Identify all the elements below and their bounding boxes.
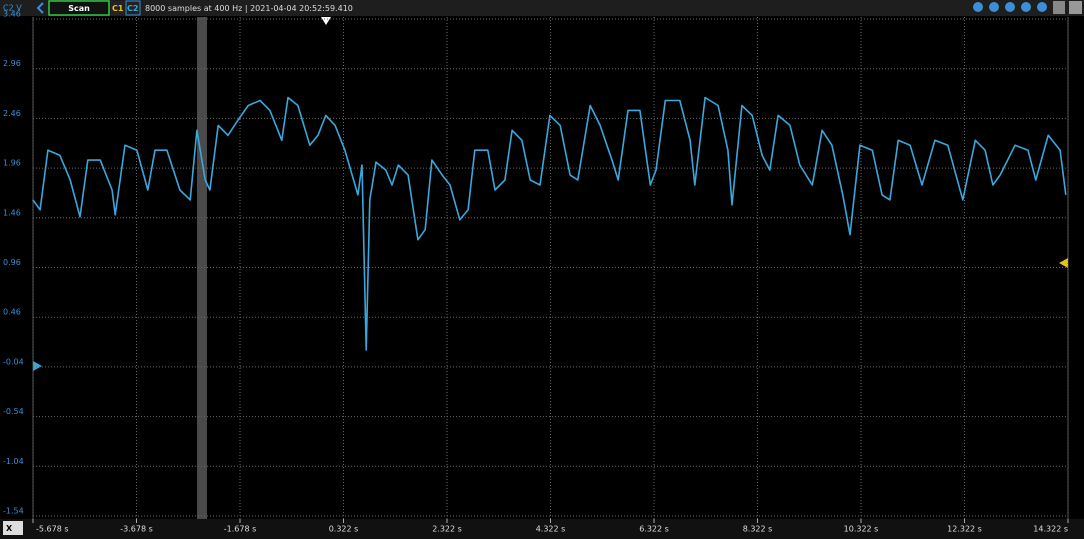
x-tick-label: 12.322 s	[947, 525, 982, 534]
y-tick-label: -0.04	[3, 357, 24, 366]
c1-button[interactable]	[111, 1, 124, 15]
y-tick-label: 1.46	[3, 208, 21, 217]
y-tick-label: 2.96	[3, 59, 21, 68]
waveform	[32, 96, 1067, 351]
x-button-label: X	[6, 524, 13, 533]
x-tick-label: -3.678 s	[120, 525, 153, 534]
y-axis-label: C2 V	[3, 4, 22, 13]
x-tick-label: 8.322 s	[743, 525, 773, 534]
x-button[interactable]	[3, 521, 23, 535]
y-tick-label: -0.54	[3, 407, 24, 416]
x-tick-label: 14.322 s	[1033, 525, 1068, 534]
zoom-icons	[973, 1, 1082, 14]
x-tick-label: 2.322 s	[432, 525, 462, 534]
c1-label: C1	[112, 4, 124, 13]
y-tick-label: 1.96	[3, 159, 21, 168]
x-tick-label: 10.322 s	[844, 525, 879, 534]
x-tick-label: -1.678 s	[224, 525, 257, 534]
icon[interactable]	[1005, 2, 1015, 12]
scan-label: Scan	[68, 4, 90, 13]
y-tick-label: -1.04	[3, 457, 24, 466]
y-tick-label: 3.46	[3, 10, 21, 19]
y-tick-label: -1.54	[3, 507, 24, 516]
back-arrow[interactable]	[36, 2, 44, 14]
x-tick-label: 6.322 s	[639, 525, 669, 534]
x-bar	[0, 519, 1084, 539]
icon[interactable]	[1021, 2, 1031, 12]
icon[interactable]	[1037, 2, 1047, 12]
y-tick-label: 0.96	[3, 258, 21, 267]
icon[interactable]	[973, 2, 983, 12]
c2-button[interactable]	[125, 0, 141, 16]
x-tick-label: -5.678 s	[36, 525, 69, 534]
x-tick-label: 4.322 s	[536, 525, 566, 534]
scan-button[interactable]	[48, 0, 110, 16]
icon[interactable]	[1069, 1, 1082, 14]
trigger-time-marker[interactable]	[321, 17, 331, 25]
c2-label: C2	[127, 4, 138, 13]
toolbar	[0, 0, 1084, 16]
channel-offset-marker[interactable]	[33, 361, 42, 371]
plot: 3.46 2.96 2.46 1.96 1.46 0.96 0.46 -0.04 -0.54 -1…	[3, 10, 1069, 534]
x-tick-label: 0.322 s	[329, 525, 359, 534]
y-tick-label: 0.46	[3, 308, 21, 317]
y-tick-label: 2.46	[3, 109, 21, 118]
info: 8000 samples at 400 Hz | 2021-04-04 20:5…	[145, 4, 353, 13]
icon[interactable]	[989, 2, 999, 12]
icon[interactable]	[1053, 1, 1065, 14]
trigger-level-marker[interactable]	[1059, 258, 1068, 268]
